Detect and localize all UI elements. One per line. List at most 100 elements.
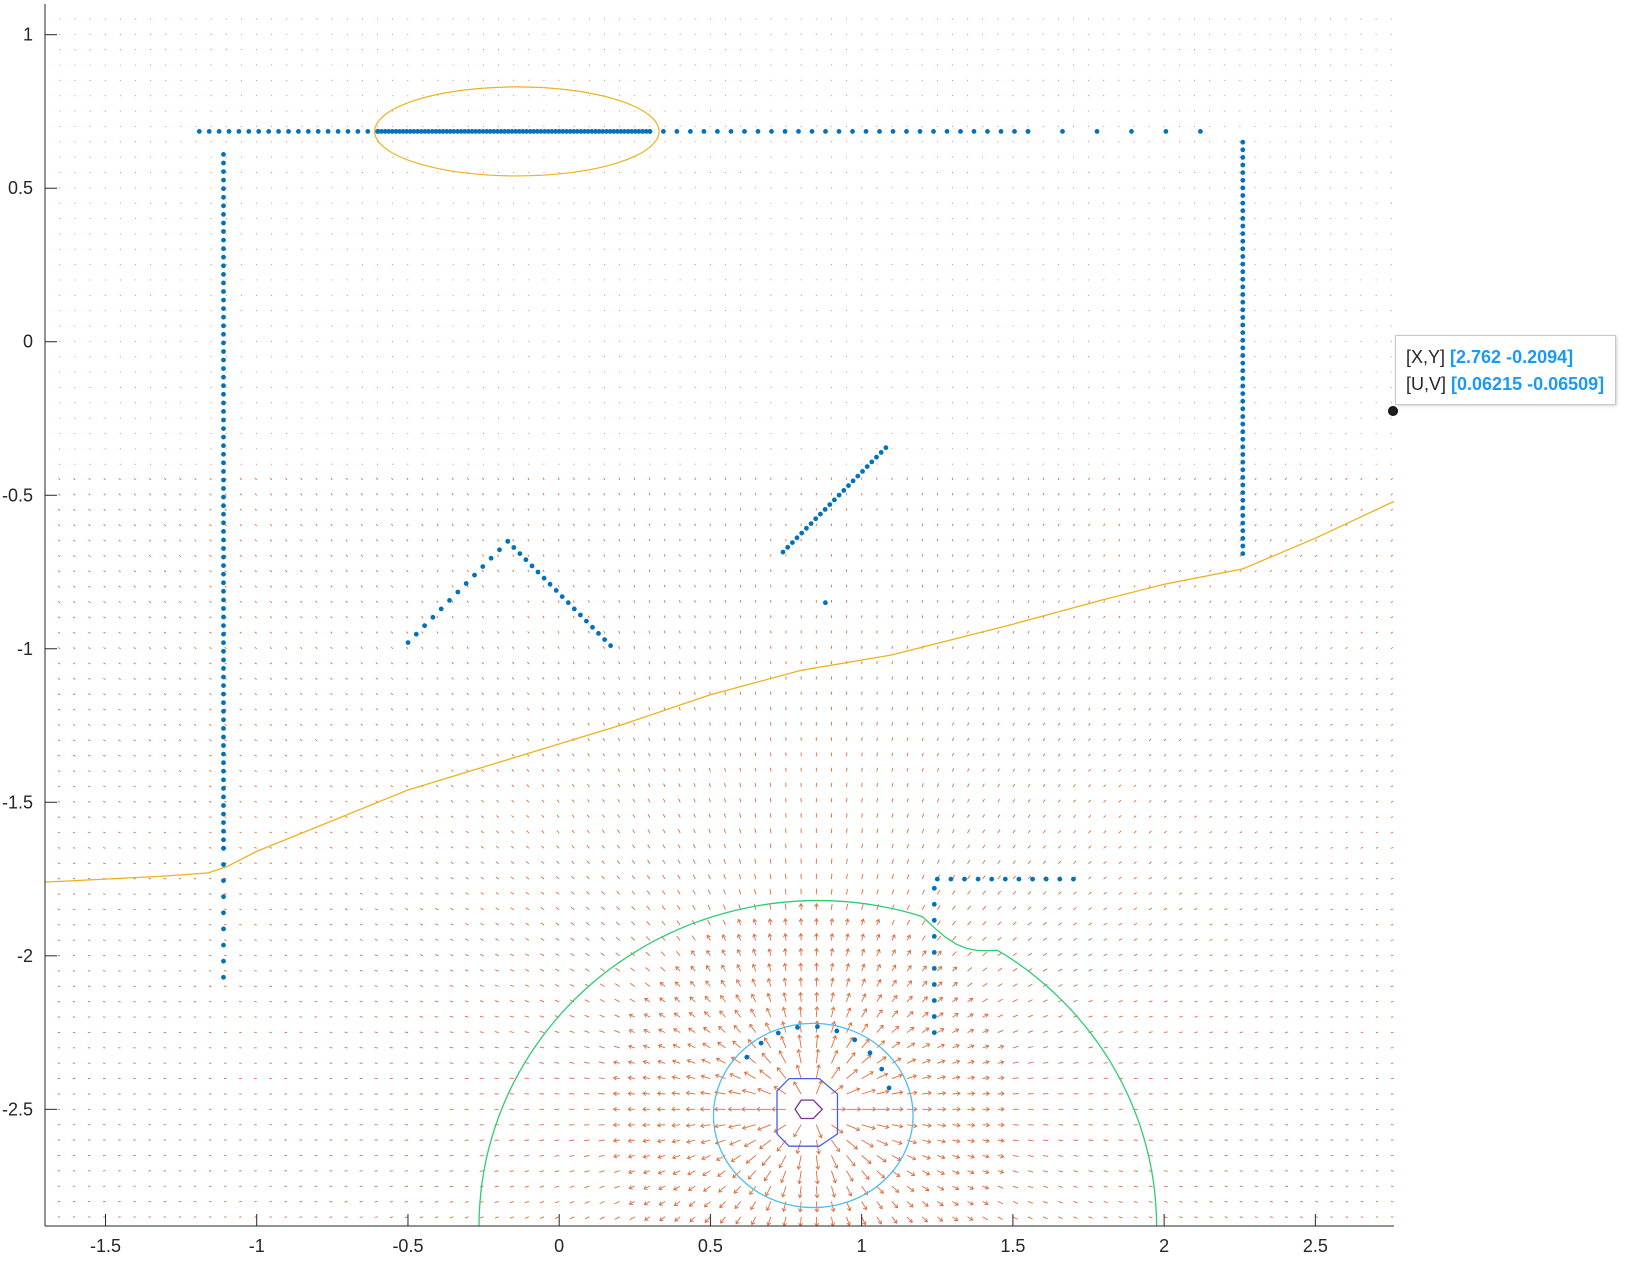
obstacle-point xyxy=(495,129,500,134)
obstacle-point xyxy=(375,129,381,134)
obstacle-point xyxy=(1240,299,1246,305)
obstacle-point xyxy=(883,445,889,451)
obstacle-point xyxy=(221,529,226,534)
obstacle-point xyxy=(1129,129,1134,134)
obstacle-point xyxy=(221,374,226,380)
obstacle-point xyxy=(535,129,540,134)
obstacle-point xyxy=(775,1030,781,1036)
obstacle-point xyxy=(823,129,828,134)
obstacle-point xyxy=(472,572,477,578)
obstacle-point xyxy=(985,129,990,134)
obstacle-point xyxy=(221,606,226,611)
obstacle-point xyxy=(596,129,602,134)
obstacle-point xyxy=(1240,452,1246,457)
obstacle-point xyxy=(647,129,653,134)
obstacle-point xyxy=(1240,292,1246,297)
obstacle-point xyxy=(221,229,226,234)
obstacle-point xyxy=(571,606,577,612)
obstacle-point xyxy=(476,129,482,134)
obstacle-point xyxy=(553,588,559,593)
obstacle-point xyxy=(221,777,226,783)
contour-lines xyxy=(45,86,1394,1226)
obstacle-point xyxy=(850,129,855,134)
obstacle-point xyxy=(1240,490,1246,495)
obstacle-point xyxy=(296,129,301,134)
obstacle-point xyxy=(221,760,226,766)
obstacle-point xyxy=(355,129,361,134)
obstacle-point xyxy=(400,129,406,134)
obstacle-point xyxy=(221,571,226,577)
obstacle-point xyxy=(286,129,291,134)
obstacle-point xyxy=(549,129,555,134)
obstacle-point xyxy=(1240,482,1246,488)
obstacle-point xyxy=(221,820,226,825)
obstacle-point xyxy=(221,546,226,551)
obstacle-point xyxy=(823,600,828,606)
obstacle-point xyxy=(422,129,428,134)
obstacle-point xyxy=(744,1054,750,1060)
obstacle-point xyxy=(221,237,226,243)
obstacle-point xyxy=(1240,208,1246,214)
obstacle-point xyxy=(484,129,489,134)
obstacle-point xyxy=(438,606,444,612)
obstacle-point xyxy=(538,129,544,134)
obstacle-point xyxy=(1240,353,1246,358)
obstacle-point xyxy=(1240,193,1246,198)
obstacle-point xyxy=(221,974,226,980)
obstacle-point xyxy=(567,129,573,134)
obstacle-point xyxy=(808,521,814,526)
obstacle-point xyxy=(608,643,613,649)
datatip-marker[interactable] xyxy=(1388,406,1398,416)
obstacle-point xyxy=(221,349,226,354)
obstacle-point xyxy=(604,129,609,134)
obstacle-point xyxy=(813,516,819,522)
obstacle-point xyxy=(221,640,226,646)
y-tick-label: 0.5 xyxy=(8,178,33,198)
x-tick-label: 1 xyxy=(857,1236,867,1256)
obstacle-point xyxy=(1240,376,1246,381)
obstacle-point xyxy=(600,129,606,134)
obstacle-point xyxy=(1240,528,1246,534)
obstacle-point xyxy=(520,129,526,134)
obstacle-point xyxy=(221,794,226,800)
obstacle-point xyxy=(221,734,226,740)
obstacle-point xyxy=(1240,307,1246,313)
obstacle-point xyxy=(221,803,226,808)
obstacle-point xyxy=(1030,876,1035,882)
obstacle-point xyxy=(1240,536,1246,541)
obstacle-point xyxy=(221,726,226,731)
obstacle-point xyxy=(1240,315,1246,320)
obstacle-point xyxy=(886,1085,892,1091)
obstacle-point xyxy=(221,323,226,329)
obstacle-point xyxy=(221,220,226,226)
datatip[interactable]: [X,Y] [2.762 -0.2094] [U,V] [0.06215 -0.… xyxy=(1395,335,1617,405)
obstacle-point xyxy=(221,520,226,526)
obstacle-point xyxy=(221,614,226,620)
obstacle-point xyxy=(564,129,569,134)
obstacle-point xyxy=(386,129,391,134)
obstacle-point xyxy=(1240,398,1246,404)
obstacle-point xyxy=(611,129,616,134)
obstacle-point xyxy=(1240,421,1246,427)
obstacle-point xyxy=(221,417,226,423)
obstacle-point xyxy=(934,876,940,882)
obstacle-point xyxy=(971,129,977,134)
obstacle-point xyxy=(622,129,627,134)
axes: -1.5 -1 -0.5 0 0.5 1 1.5 2 2.5 1 0.5 0 -0.5 -1 -1.5 -2 -… xyxy=(2,4,1394,1256)
obstacle-point xyxy=(571,129,577,134)
obstacle-point xyxy=(221,409,226,414)
obstacle-point xyxy=(560,129,566,134)
obstacle-point xyxy=(408,129,413,134)
obstacle-point xyxy=(535,569,541,575)
obstacle-point xyxy=(809,129,815,134)
obstacle-point xyxy=(1071,876,1076,882)
obstacle-point xyxy=(1240,505,1246,511)
obstacle-point xyxy=(931,917,937,923)
obstacle-point xyxy=(221,289,226,294)
obstacle-point xyxy=(542,129,548,134)
obstacle-point xyxy=(527,129,533,134)
obstacle-point xyxy=(1240,330,1246,335)
obstacle-point xyxy=(742,129,747,134)
